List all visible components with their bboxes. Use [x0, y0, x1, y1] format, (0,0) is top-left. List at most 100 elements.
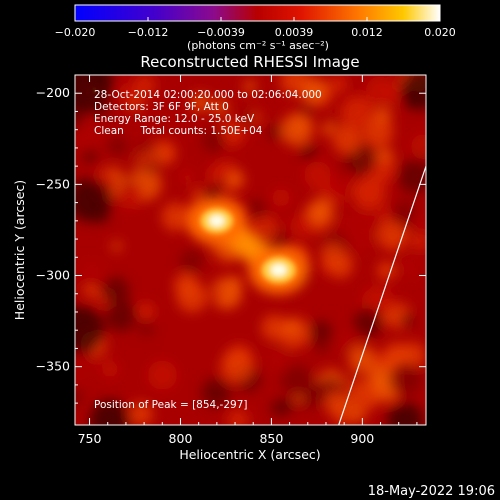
texture-blotch [398, 254, 423, 279]
texture-blotch [243, 80, 257, 93]
texture-blotch [332, 125, 363, 155]
x-tick-label: 800 [169, 431, 193, 446]
texture-blotch [210, 277, 243, 309]
texture-blotch [77, 259, 106, 289]
texture-blotch [75, 121, 101, 150]
texture-blotch [191, 93, 210, 112]
texture-blotch [150, 140, 176, 166]
heatmap-image [75, 75, 426, 425]
texture-blotch [147, 360, 178, 390]
texture-blotch [335, 213, 352, 230]
texture-blotch [321, 122, 335, 136]
texture-blotch [134, 149, 155, 171]
texture-blotch [341, 95, 374, 128]
texture-blotch [245, 198, 268, 221]
y-axis-ticks: −200 −250 −300 −350 [36, 85, 426, 404]
texture-blotch [308, 198, 334, 224]
texture-blotch [377, 261, 396, 280]
info-line-4: Clean Total counts: 1.50E+04 [94, 125, 263, 137]
texture-blotch [324, 391, 349, 416]
x-tick-label: 750 [78, 431, 102, 446]
texture-blotch [353, 308, 383, 338]
texture-blotch [309, 319, 334, 344]
texture-blotch [400, 75, 426, 110]
colorbar-ticks: −0.020 −0.012 −0.0039 0.0039 0.012 0.020 [55, 17, 456, 39]
footer-timestamp: 18-May-2022 19:06 [368, 484, 495, 499]
texture-blotch [97, 106, 110, 119]
texture-blotch [105, 300, 137, 332]
texture-blotch [320, 242, 346, 268]
texture-blotch [265, 346, 291, 372]
y-tick-label: −200 [36, 85, 70, 100]
texture-blotch [82, 148, 98, 164]
texture-blotch [267, 124, 283, 140]
texture-blotch [179, 248, 205, 274]
texture-blotch [201, 128, 226, 153]
texture-blotch [397, 159, 426, 194]
x-tick-label: 900 [350, 431, 374, 446]
texture-blotch [280, 364, 313, 397]
texture-blotch [90, 400, 130, 425]
texture-blotch [346, 223, 376, 253]
colorbar-tick-label: 0.020 [424, 26, 456, 39]
y-tick-label: −300 [36, 268, 70, 283]
chart-title: Reconstructed RHESSI Image [140, 53, 359, 71]
texture-blotch [228, 171, 245, 188]
colorbar-tick-label: 0.012 [351, 26, 383, 39]
texture-blotch [352, 175, 387, 210]
colorbar-unit-label: (photons cm⁻² s⁻¹ asec⁻²) [187, 39, 329, 52]
texture-blotch [75, 75, 113, 113]
texture-blotch [75, 178, 112, 222]
texture-blotch [138, 303, 154, 320]
texture-blotch [365, 76, 395, 105]
x-axis-ticks: 750 800 850 900 [78, 75, 418, 446]
source-peak [270, 264, 287, 277]
info-line-3: Energy Range: 12.0 - 25.0 keV [94, 113, 255, 125]
texture-blotch [242, 111, 255, 124]
texture-blotch [176, 281, 208, 313]
texture-blotch [410, 134, 426, 160]
texture-blotch [201, 378, 231, 408]
peak-position-label: Position of Peak = [854,-297] [94, 399, 248, 411]
texture-blotch [387, 402, 423, 425]
x-tick-label: 850 [259, 431, 283, 446]
texture-blotch [371, 352, 387, 368]
texture-blotch [300, 77, 328, 105]
texture-blotch [220, 349, 255, 384]
texture-blotch [313, 336, 331, 354]
colorbar-tick-label: −0.012 [128, 26, 169, 39]
texture-blotch [75, 388, 84, 406]
texture-blotch [270, 399, 288, 417]
texture-blotch [329, 75, 348, 93]
texture-blotch [348, 345, 377, 374]
colorbar-tick-label: −0.0039 [197, 26, 245, 39]
texture-blotch [180, 170, 193, 183]
texture-blotch [118, 82, 141, 105]
texture-blotch [207, 164, 227, 184]
texture-blotch [129, 402, 153, 425]
solar-limb-line [338, 165, 426, 425]
texture-blotch [337, 332, 359, 353]
y-axis-label: Heliocentric Y (arcsec) [12, 180, 27, 320]
texture-blotch [212, 99, 228, 115]
y-tick-label: −250 [36, 176, 70, 191]
texture-blotch [227, 409, 249, 425]
texture-blotch [211, 289, 223, 301]
x-axis-label: Heliocentric X (arcsec) [179, 447, 320, 462]
texture-blotch [117, 181, 145, 209]
texture-blotch [377, 219, 409, 251]
texture-blotch [75, 347, 96, 380]
texture-blotch [101, 276, 130, 305]
source-peak [209, 215, 225, 227]
texture-blotch [280, 113, 313, 147]
texture-blotch [290, 214, 314, 238]
texture-blotch [215, 180, 226, 191]
texture-blotch [329, 169, 355, 195]
texture-blotch [272, 188, 290, 207]
texture-blotch [410, 209, 426, 236]
texture-blotch [161, 202, 191, 232]
texture-blotch [400, 312, 415, 328]
colorbar [74, 4, 441, 22]
texture-blotch [101, 360, 119, 378]
